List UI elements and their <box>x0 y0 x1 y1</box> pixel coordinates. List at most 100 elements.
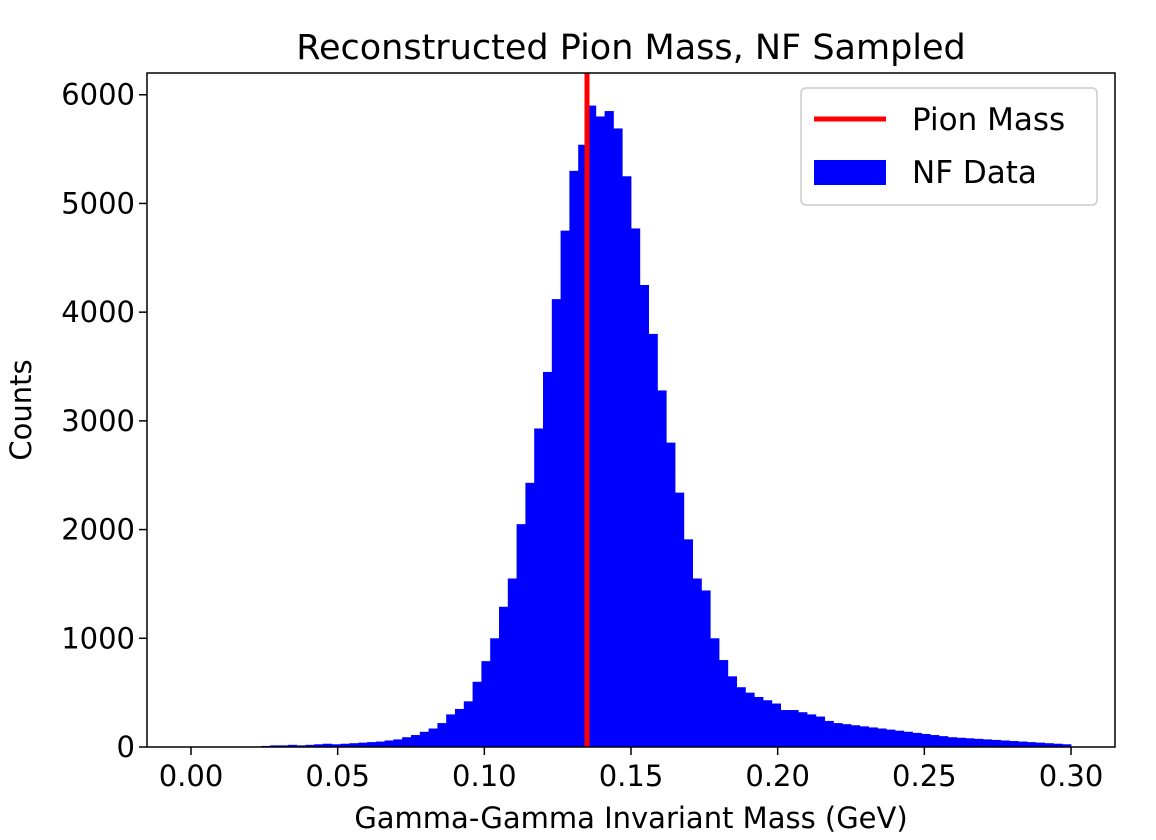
histogram-bar <box>578 144 588 747</box>
histogram-bar <box>701 590 711 747</box>
y-tick-label: 6000 <box>61 78 135 112</box>
histogram-bar <box>939 736 949 747</box>
histogram-bar <box>516 524 526 747</box>
histogram-bar <box>824 720 834 747</box>
histogram-bar <box>463 701 473 747</box>
histogram-bar <box>560 230 570 747</box>
legend-pion-mass-label: Pion Mass <box>912 102 1065 138</box>
histogram-bar <box>991 739 1001 747</box>
histogram-bar <box>569 170 579 748</box>
histogram-bar <box>1044 743 1054 747</box>
histogram-bar <box>842 724 852 747</box>
y-tick-label: 0 <box>117 730 135 764</box>
histogram-bar <box>736 687 746 747</box>
histogram-bar <box>895 730 905 747</box>
x-tick-label: 0.20 <box>745 759 810 793</box>
histogram-bar <box>314 744 324 747</box>
histogram-bar <box>930 735 940 747</box>
histogram-bar <box>419 731 429 747</box>
x-axis-label: Gamma-Gamma Invariant Mass (GeV) <box>354 801 907 835</box>
histogram-bar <box>631 228 641 747</box>
x-tick-label: 0.25 <box>892 759 957 793</box>
histogram-bar <box>287 744 297 747</box>
histogram-bar <box>543 371 553 747</box>
x-tick-label: 0.30 <box>1039 759 1104 793</box>
histogram-bar <box>675 492 685 747</box>
histogram-bar <box>428 728 438 747</box>
histogram-bar <box>763 700 773 747</box>
histogram-bar <box>851 725 861 747</box>
y-axis-label: Counts <box>4 359 38 460</box>
x-tick-label: 0.00 <box>159 759 224 793</box>
histogram-bar <box>1053 743 1063 747</box>
histogram-bar <box>666 442 676 747</box>
histogram-bar <box>683 539 693 747</box>
histogram-bar <box>719 660 729 747</box>
histogram-bar <box>727 676 737 747</box>
histogram-bar <box>525 482 535 747</box>
histogram-bar <box>331 744 341 747</box>
histogram-bar <box>639 284 649 747</box>
histogram-bar <box>833 723 843 747</box>
histogram-bar <box>1027 742 1037 747</box>
histogram-bar <box>587 105 597 748</box>
y-tick-label: 4000 <box>61 295 135 329</box>
histogram-bar <box>771 703 781 747</box>
histogram-bar <box>323 743 333 747</box>
histogram-bar <box>1018 741 1028 747</box>
histogram-bar <box>648 333 658 747</box>
histogram-bar <box>789 710 799 747</box>
legend-nf-data-label: NF Data <box>912 155 1037 191</box>
histogram-bar <box>1062 744 1072 747</box>
histogram-bar <box>877 728 887 747</box>
x-tick-label: 0.15 <box>599 759 664 793</box>
histogram-bar <box>358 742 368 747</box>
histogram-bars <box>252 105 1072 748</box>
histogram-bar <box>534 428 544 747</box>
histogram-bar <box>745 692 755 747</box>
y-axis-ticks: 0 1000 2000 3000 4000 5000 6000 <box>61 78 147 764</box>
histogram-bar <box>983 739 993 747</box>
histogram-bar <box>859 726 869 747</box>
histogram-bar <box>499 606 509 747</box>
y-tick-label: 1000 <box>61 621 135 655</box>
histogram-bar <box>692 578 702 747</box>
x-axis-ticks: 0.00 0.05 0.10 0.15 0.20 0.25 0.30 <box>159 747 1104 793</box>
histogram-bar <box>974 738 984 747</box>
histogram-bar <box>956 737 966 747</box>
histogram-bar <box>1000 740 1010 747</box>
histogram-bar <box>446 714 456 747</box>
histogram-bar <box>349 743 359 747</box>
histogram-bar <box>411 735 421 747</box>
histogram-bar <box>270 745 280 747</box>
histogram-bar <box>868 727 878 747</box>
histogram-bar <box>340 743 350 747</box>
histogram-bar <box>595 116 605 748</box>
histogram-bar <box>657 390 667 747</box>
histogram-bar <box>710 638 720 747</box>
histogram-bar <box>1035 742 1045 747</box>
histogram-bar <box>472 681 482 747</box>
histogram-bar <box>367 742 377 747</box>
histogram-bar <box>780 710 790 747</box>
histogram-bar <box>305 744 315 747</box>
legend-nf-data-swatch <box>814 160 886 185</box>
histogram-bar <box>921 733 931 747</box>
histogram-bar <box>279 745 289 747</box>
y-tick-label: 2000 <box>61 513 135 547</box>
histogram-bar <box>754 696 764 747</box>
histogram-bar <box>622 176 632 747</box>
histogram-bar <box>965 738 975 747</box>
legend: Pion Mass NF Data <box>800 87 1098 206</box>
histogram-bar <box>490 638 500 747</box>
histogram-bar <box>481 661 491 747</box>
y-tick-label: 5000 <box>61 186 135 220</box>
histogram-bar <box>507 578 517 747</box>
histogram-bar <box>903 731 913 747</box>
histogram-bar <box>815 716 825 747</box>
histogram-bar <box>1009 741 1019 747</box>
histogram-bar <box>613 128 623 747</box>
histogram-bar <box>807 714 817 747</box>
x-tick-label: 0.05 <box>305 759 370 793</box>
